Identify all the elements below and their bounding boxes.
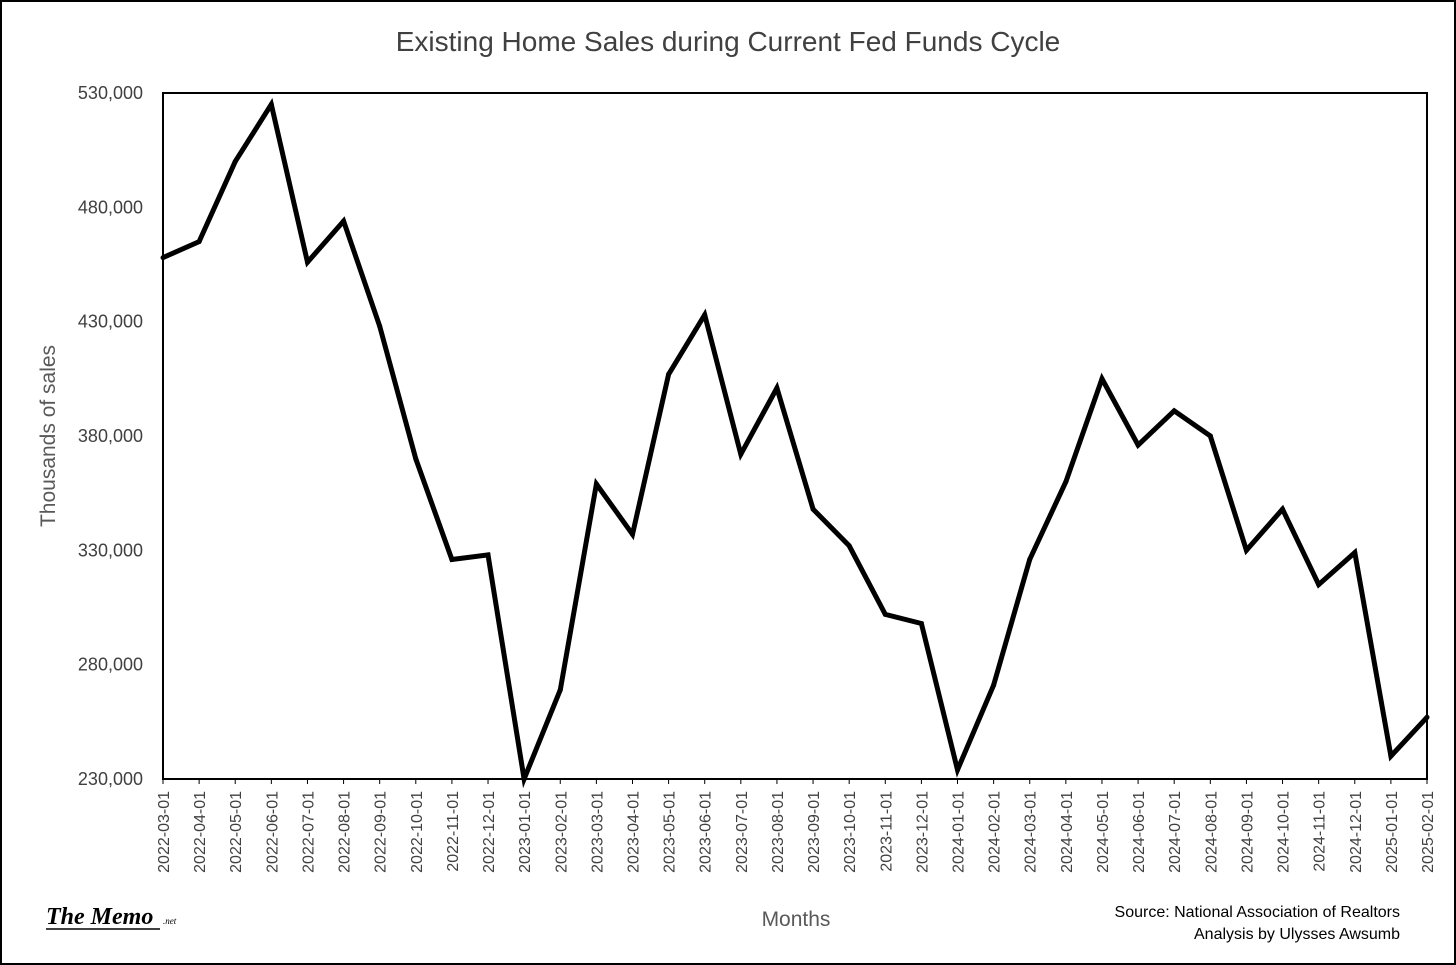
x-tick-label: 2022-04-01 <box>192 791 209 873</box>
y-tick-label: 380,000 <box>78 426 143 446</box>
x-tick-label: 2023-11-01 <box>878 791 895 872</box>
data-point <box>1027 556 1033 562</box>
data-point <box>449 556 455 562</box>
x-tick-label: 2024-05-01 <box>1095 791 1112 873</box>
x-tick-label: 2022-12-01 <box>481 791 498 873</box>
x-tick-label: 2024-08-01 <box>1203 791 1220 873</box>
y-tick-label: 480,000 <box>78 197 143 217</box>
plot-area <box>162 92 1428 780</box>
x-tick-label: 2023-09-01 <box>806 791 823 873</box>
data-point <box>629 531 635 537</box>
data-point <box>1424 714 1430 720</box>
data-point <box>666 371 672 377</box>
data-point <box>413 456 419 462</box>
data-point <box>485 552 491 558</box>
x-tick-label: 2023-01-01 <box>517 791 534 873</box>
x-tick-label: 2024-07-01 <box>1167 791 1184 873</box>
data-point <box>738 451 744 457</box>
data-point <box>1243 547 1249 553</box>
x-tick-label: 2023-06-01 <box>698 791 715 873</box>
data-point <box>1099 376 1105 382</box>
data-point <box>1352 550 1358 556</box>
data-point <box>268 101 274 107</box>
data-point <box>377 323 383 329</box>
data-point <box>232 159 238 165</box>
data-point <box>304 259 310 265</box>
x-tick-label: 2023-07-01 <box>734 791 751 873</box>
x-tick-label: 2024-10-01 <box>1276 791 1293 873</box>
x-tick-label: 2023-08-01 <box>770 791 787 873</box>
y-tick-label: 330,000 <box>78 540 143 560</box>
logo: The Memo .net <box>46 904 177 930</box>
series-line <box>161 97 1429 789</box>
x-tick-label: 2024-09-01 <box>1239 791 1256 873</box>
x-tick-label: 2024-06-01 <box>1131 791 1148 873</box>
x-axis-label: Months <box>762 908 831 931</box>
data-point <box>160 255 166 261</box>
x-tick-label: 2022-07-01 <box>300 791 317 873</box>
data-point <box>557 687 563 693</box>
x-tick-label: 2024-01-01 <box>951 791 968 873</box>
chart-title: Existing Home Sales during Current Fed F… <box>396 26 1061 57</box>
data-point <box>955 767 961 773</box>
data-point <box>774 385 780 391</box>
y-tick-label: 280,000 <box>78 655 143 675</box>
x-tick-label: 2023-02-01 <box>553 791 570 873</box>
y-tick-label: 530,000 <box>78 83 143 103</box>
data-point <box>810 506 816 512</box>
data-point <box>593 481 599 487</box>
x-axis-ticks: 2022-03-01 2022-04-01 2022-05-01 2022-06-01… <box>156 779 1437 873</box>
x-tick-label: 2022-09-01 <box>373 791 390 873</box>
logo-suffix: .net <box>163 916 177 926</box>
data-point <box>1063 479 1069 485</box>
x-tick-label: 2024-12-01 <box>1348 791 1365 873</box>
data-point <box>1171 408 1177 414</box>
data-point <box>1280 506 1286 512</box>
x-tick-label: 2022-03-01 <box>156 791 173 873</box>
data-point <box>882 611 888 617</box>
x-tick-label: 2022-10-01 <box>409 791 426 873</box>
data-point <box>341 218 347 224</box>
x-tick-label: 2023-10-01 <box>842 791 859 873</box>
data-point <box>196 239 202 245</box>
data-point <box>991 682 997 688</box>
x-tick-label: 2024-11-01 <box>1312 791 1329 872</box>
logo-text: The Memo <box>46 904 153 930</box>
source-line-1: Source: National Association of Realtors <box>1115 904 1400 921</box>
source-line-2: Analysis by Ulysses Awsumb <box>1194 926 1400 943</box>
data-point <box>918 621 924 627</box>
x-tick-label: 2022-06-01 <box>264 791 281 873</box>
x-tick-label: 2024-02-01 <box>987 791 1004 873</box>
data-point <box>702 312 708 318</box>
x-tick-label: 2023-03-01 <box>589 791 606 873</box>
y-axis-label: Thousands of sales <box>37 345 60 527</box>
x-tick-label: 2022-05-01 <box>228 791 245 873</box>
x-tick-label: 2022-08-01 <box>337 791 354 873</box>
x-tick-label: 2025-02-01 <box>1420 791 1437 873</box>
y-tick-label: 430,000 <box>78 312 143 332</box>
x-tick-label: 2023-12-01 <box>914 791 931 873</box>
x-tick-label: 2023-05-01 <box>662 791 679 873</box>
x-tick-label: 2023-04-01 <box>625 791 642 873</box>
y-tick-label: 230,000 <box>78 769 143 789</box>
y-axis-ticks: 230,000 280,000 330,000 380,000 430,000 480,0… <box>78 83 143 789</box>
data-point <box>1135 442 1141 448</box>
data-point <box>1316 582 1322 588</box>
data-point <box>846 543 852 549</box>
x-tick-label: 2025-01-01 <box>1384 791 1401 873</box>
data-point <box>521 776 527 782</box>
series-points <box>160 101 1430 782</box>
data-point <box>1388 753 1394 759</box>
data-point <box>1207 433 1213 439</box>
x-tick-label: 2024-04-01 <box>1059 791 1076 873</box>
x-tick-label: 2024-03-01 <box>1023 791 1040 873</box>
x-tick-label: 2022-11-01 <box>445 791 462 872</box>
